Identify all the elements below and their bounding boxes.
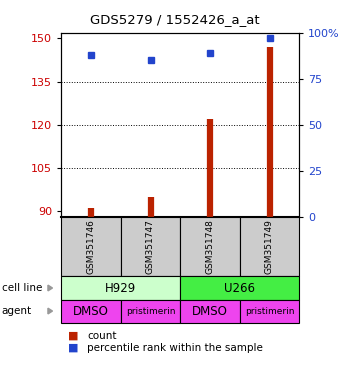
- Text: GSM351748: GSM351748: [205, 219, 215, 274]
- Text: U266: U266: [224, 281, 255, 295]
- Text: GDS5279 / 1552426_a_at: GDS5279 / 1552426_a_at: [90, 13, 260, 26]
- Text: count: count: [88, 331, 117, 341]
- Text: ■: ■: [68, 331, 79, 341]
- Text: H929: H929: [105, 281, 136, 295]
- Text: agent: agent: [2, 306, 32, 316]
- Text: GSM351747: GSM351747: [146, 219, 155, 274]
- Text: DMSO: DMSO: [192, 305, 228, 318]
- Polygon shape: [48, 285, 52, 291]
- Polygon shape: [48, 308, 52, 314]
- Text: cell line: cell line: [2, 283, 42, 293]
- Text: GSM351746: GSM351746: [86, 219, 96, 274]
- Text: GSM351749: GSM351749: [265, 219, 274, 274]
- Text: pristimerin: pristimerin: [245, 306, 294, 316]
- Text: percentile rank within the sample: percentile rank within the sample: [88, 343, 263, 353]
- Text: DMSO: DMSO: [73, 305, 109, 318]
- Text: pristimerin: pristimerin: [126, 306, 175, 316]
- Text: ■: ■: [68, 343, 79, 353]
